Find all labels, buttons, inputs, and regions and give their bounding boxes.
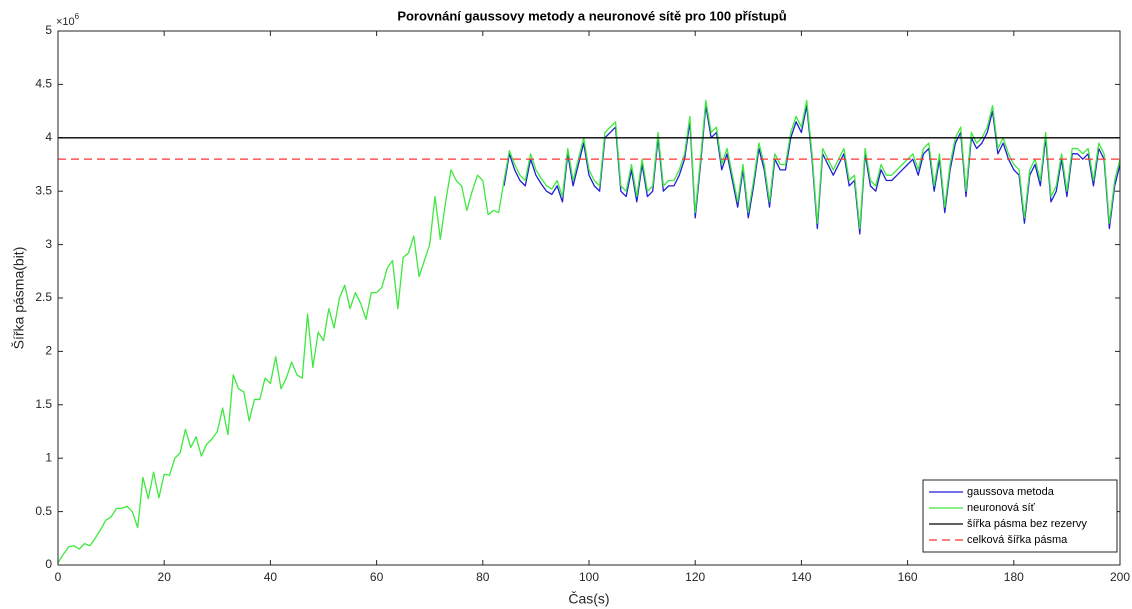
x-tick-label: 80: [476, 570, 490, 584]
x-tick-label: 60: [370, 570, 384, 584]
x-tick-label: 200: [1110, 570, 1130, 584]
x-axis-label: Čas(s): [568, 591, 609, 607]
y-tick-label: 1.5: [35, 397, 52, 411]
x-tick-label: 180: [1004, 570, 1024, 584]
y-tick-label: 4: [45, 130, 52, 144]
y-multiplier: ×106: [56, 12, 80, 28]
y-tick-label: 3.5: [35, 183, 52, 197]
legend-label: gaussova metoda: [967, 486, 1055, 498]
axes-box: [57, 30, 1121, 566]
legend-label: celková šířka pásma: [967, 534, 1068, 546]
x-tick-label: 140: [791, 570, 811, 584]
x-tick-label: 100: [579, 570, 599, 584]
chart-title: Porovnání gaussovy metody a neuronové sí…: [397, 8, 786, 23]
y-tick-label: 5: [45, 23, 52, 37]
y-axis-label: Šířka pásma(bit): [11, 247, 27, 350]
y-tick-label: 2: [45, 344, 52, 358]
x-tick-label: 0: [55, 570, 62, 584]
plot-area: [58, 31, 1120, 565]
x-tick-label: 40: [264, 570, 278, 584]
x-tick-label: 160: [898, 570, 918, 584]
y-tick-label: 0: [45, 557, 52, 571]
series-line: [57, 99, 1121, 564]
x-tick-label: 20: [158, 570, 172, 584]
y-tick-label: 3: [45, 237, 52, 251]
y-tick-label: 4.5: [35, 77, 52, 91]
x-tick-label: 120: [685, 570, 705, 584]
y-tick-label: 1: [45, 450, 52, 464]
y-multiplier-base: ×10: [56, 16, 75, 28]
y-tick-label: 0.5: [35, 504, 52, 518]
y-multiplier-exponent: 6: [75, 12, 80, 21]
y-tick-label: 2.5: [35, 290, 52, 304]
legend-label: neuronová síť: [967, 502, 1036, 514]
legend-label: šířka pásma bez rezervy: [967, 518, 1087, 530]
